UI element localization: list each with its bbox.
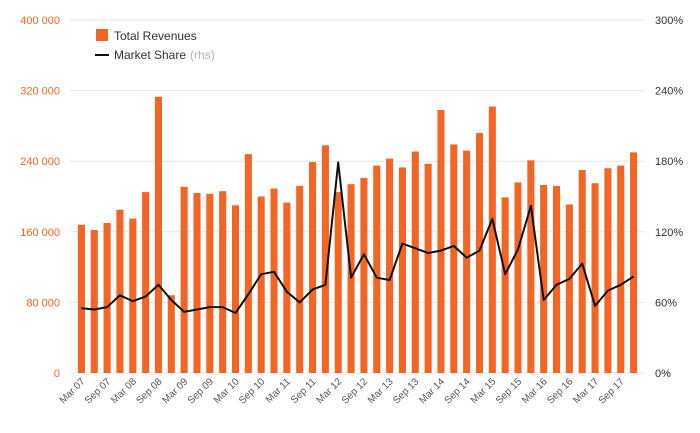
left-tick-label: 400 000: [20, 15, 60, 27]
revenue-bar: [321, 145, 329, 373]
legend-label-total-revenues: Total Revenues: [114, 29, 197, 43]
x-tick-label: Sep 15: [494, 376, 524, 406]
x-tick-label: Sep 11: [289, 376, 319, 406]
revenue-bar: [257, 196, 265, 373]
revenue-bar: [180, 186, 188, 373]
revenue-bar: [244, 154, 252, 373]
left-tick-label: 240 000: [20, 156, 60, 168]
revenue-bar: [219, 191, 227, 373]
revenue-bar: [360, 177, 368, 373]
left-tick-label: 0: [54, 368, 60, 380]
legend-market-share-name: Market Share: [114, 48, 186, 62]
revenue-bar: [411, 151, 419, 373]
x-tick-label: Mar 09: [160, 376, 190, 406]
revenue-bar: [77, 224, 85, 373]
revenue-bar: [630, 152, 638, 373]
revenue-bar: [116, 209, 124, 373]
revenue-bar: [553, 185, 561, 373]
revenue-bar: [424, 163, 432, 373]
revenue-bar: [386, 158, 394, 373]
revenue-bar: [514, 182, 522, 373]
market-share-line: [81, 161, 635, 314]
right-tick-label: 180%: [655, 156, 683, 168]
x-tick-label: Sep 07: [83, 376, 113, 406]
revenue-bar: [398, 167, 406, 373]
revenue-bar: [437, 110, 445, 373]
revenue-bar: [501, 197, 509, 373]
gridlines: [70, 19, 645, 374]
revenue-bar: [540, 185, 548, 373]
x-tick-label: Mar 13: [366, 376, 396, 406]
x-tick-label: Sep 17: [597, 376, 627, 406]
revenue-bar: [617, 165, 625, 373]
revenue-bar: [154, 96, 162, 373]
x-tick-label: Sep 09: [186, 376, 216, 406]
legend: Total Revenues Market Share (rhs): [95, 29, 215, 62]
revenue-bar: [334, 192, 342, 373]
revenue-bar: [193, 192, 201, 373]
revenue-bar: [488, 106, 496, 374]
x-tick-label: Mar 07: [58, 376, 88, 406]
x-tick-label: Mar 15: [469, 376, 499, 406]
x-tick-label: Mar 17: [571, 376, 601, 406]
right-tick-label: 60%: [655, 297, 677, 309]
x-tick-label: Mar 10: [212, 376, 242, 406]
revenue-bar: [90, 230, 98, 373]
revenue-bar: [142, 192, 150, 373]
x-tick-label: Sep 14: [443, 376, 473, 406]
revenue-bars: [77, 96, 638, 374]
x-tick-label: Sep 16: [545, 376, 575, 406]
right-tick-label: 0%: [655, 368, 671, 380]
revenue-bar: [578, 170, 586, 373]
revenue-bar: [103, 222, 111, 373]
revenue-bar: [604, 168, 612, 373]
left-tick-label: 320 000: [20, 86, 60, 98]
revenue-bar: [309, 162, 317, 373]
revenue-bar: [270, 188, 278, 373]
revenue-bar: [373, 165, 381, 373]
x-tick-label: Mar 08: [109, 376, 139, 406]
x-tick-label: Sep 13: [391, 376, 421, 406]
right-tick-label: 300%: [655, 15, 683, 27]
revenue-bar: [283, 202, 291, 373]
revenue-bar: [565, 204, 573, 373]
revenue-bar: [206, 193, 214, 373]
legend-swatch-total-revenues: [96, 29, 108, 41]
left-tick-label: 160 000: [20, 227, 60, 239]
revenue-bar: [167, 295, 175, 373]
x-tick-label: Sep 08: [134, 376, 164, 406]
revenue-bar: [527, 160, 535, 373]
revenue-bar: [475, 132, 484, 373]
legend-market-share-suffix: (rhs): [190, 48, 215, 62]
x-tick-label: Sep 12: [340, 376, 370, 406]
x-tick-label: Mar 12: [315, 376, 345, 406]
revenue-bar: [463, 150, 471, 373]
left-axis: 0 80 000 160 000 240 000 320 000 400 000: [20, 15, 60, 380]
right-tick-label: 240%: [655, 86, 683, 98]
right-tick-label: 120%: [655, 227, 683, 239]
x-tick-label: Sep 10: [237, 376, 267, 406]
revenue-bar: [231, 205, 240, 373]
x-tick-label: Mar 14: [417, 376, 447, 406]
revenue-bar: [296, 185, 304, 373]
x-tick-label: Mar 11: [264, 376, 294, 406]
legend-label-market-share: Market Share (rhs): [114, 48, 215, 62]
revenue-bar: [591, 183, 599, 373]
revenue-bar: [450, 144, 458, 373]
x-tick-label: Mar 16: [520, 376, 550, 406]
revenue-bar: [129, 218, 137, 373]
market-share-line-group: [81, 161, 635, 314]
right-axis: 0% 60% 120% 180% 240% 300%: [655, 15, 683, 380]
left-tick-label: 80 000: [26, 297, 60, 309]
